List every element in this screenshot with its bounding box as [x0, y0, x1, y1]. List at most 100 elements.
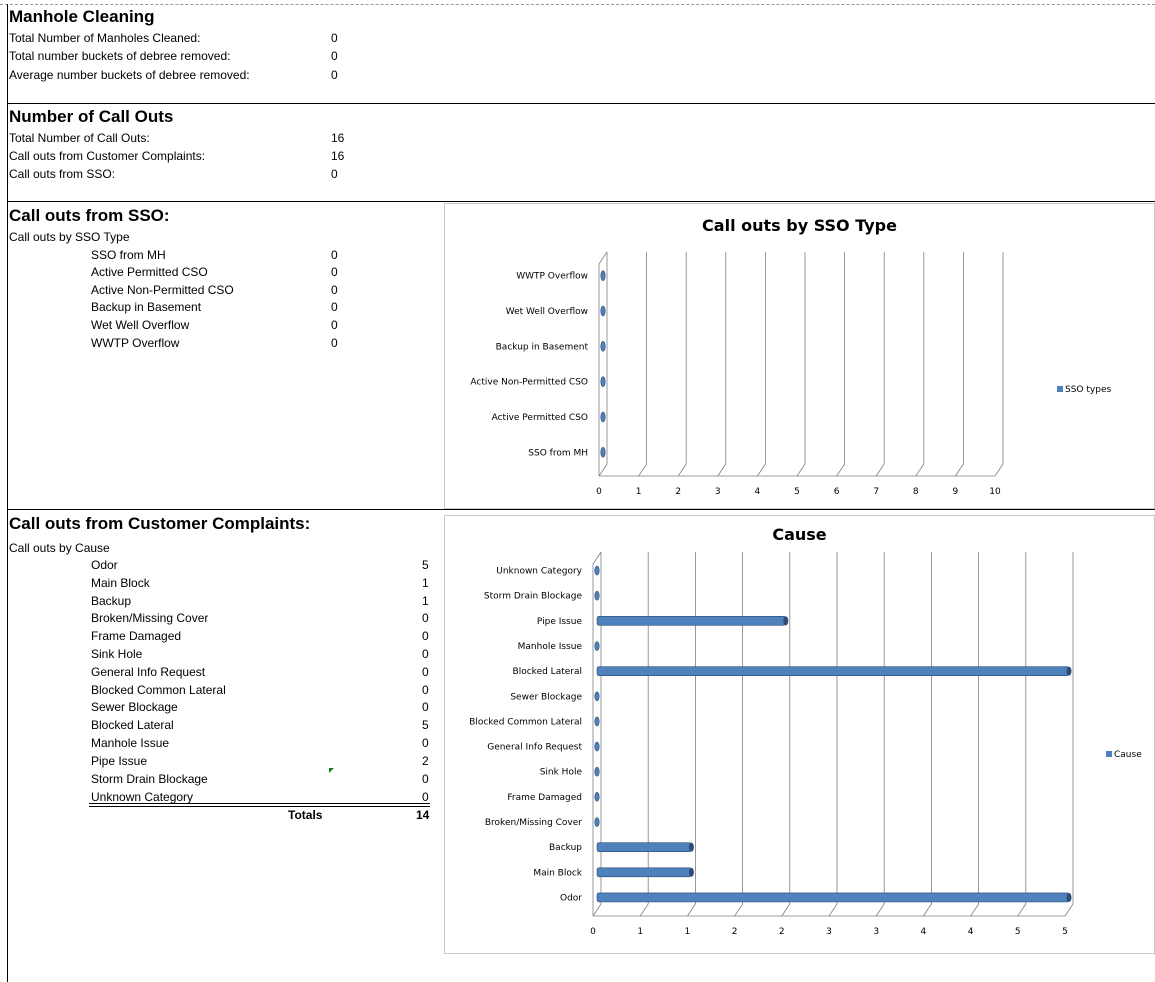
bar-end — [783, 616, 789, 626]
complaint-row-value: 0 — [422, 647, 429, 661]
y-category-label: Odor — [560, 893, 582, 903]
legend-swatch — [1057, 386, 1063, 392]
manhole-row-label: Total Number of Manholes Cleaned: — [9, 31, 201, 45]
callouts-row-label: Total Number of Call Outs: — [9, 131, 150, 145]
callouts-row-label: Call outs from Customer Complaints: — [9, 149, 206, 163]
y-category-label: General Info Request — [487, 743, 582, 753]
y-category-label: Frame Damaged — [507, 793, 582, 803]
sso-row-value: 0 — [331, 283, 338, 297]
complaint-row-label: Odor — [91, 558, 118, 572]
bar — [594, 641, 600, 651]
gridline-floor — [923, 903, 932, 917]
bar — [594, 716, 600, 727]
bar-end — [688, 867, 694, 877]
sso-subtitle: Call outs by SSO Type — [9, 230, 130, 244]
gridline-floor — [677, 463, 687, 477]
y-category-label: Backup — [549, 843, 582, 853]
totals-value: 14 — [416, 808, 430, 822]
manhole-row-label: Total number buckets of debree removed: — [9, 49, 231, 63]
bar — [600, 411, 606, 423]
x-tick-label: 3 — [826, 927, 832, 937]
bar — [594, 741, 600, 752]
gridline-floor — [1017, 903, 1027, 917]
totals-label: Totals — [288, 808, 323, 822]
y-axis-top — [592, 551, 602, 565]
gridline-floor — [1064, 903, 1074, 917]
gridline-floor — [970, 903, 979, 917]
bar-end — [1066, 892, 1072, 902]
sso-row-label: SSO from MH — [91, 248, 166, 262]
bar — [596, 842, 692, 852]
complaint-row-value: 1 — [422, 576, 429, 590]
bar-end — [1066, 666, 1072, 676]
x-tick-label: 2 — [779, 927, 785, 937]
bar — [594, 817, 600, 827]
bar — [594, 590, 600, 601]
x-tick-label: 9 — [953, 487, 959, 497]
callouts-row-value: 16 — [331, 149, 345, 163]
y-category-label: Active Permitted CSO — [492, 413, 588, 423]
bar — [594, 792, 600, 802]
x-tick-label: 4 — [755, 487, 761, 497]
x-tick-label: 1 — [685, 927, 691, 937]
callouts-row-label: Call outs from SSO: — [9, 167, 116, 181]
bar — [600, 305, 606, 317]
complaint-row-value: 0 — [422, 700, 429, 714]
complaint-row-label: Backup — [91, 594, 132, 608]
gridline-floor — [828, 903, 838, 917]
y-category-label: Broken/Missing Cover — [485, 818, 582, 828]
bar — [594, 565, 600, 576]
complaint-row-value: 2 — [422, 754, 429, 768]
complaint-row-label: Unknown Category — [91, 790, 194, 804]
section-divider — [7, 509, 1155, 510]
callouts-row-value: 16 — [331, 131, 345, 145]
x-tick-label: 5 — [1015, 927, 1021, 937]
x-tick-label: 3 — [873, 927, 879, 937]
bar — [596, 616, 787, 626]
bar — [600, 270, 606, 281]
y-category-label: Main Block — [533, 868, 582, 878]
complaint-row-value: 0 — [422, 772, 429, 786]
x-tick-label: 7 — [873, 487, 879, 497]
totals-divider — [89, 803, 430, 807]
manhole-row-value: 0 — [331, 68, 338, 82]
y-category-label: WWTP Overflow — [516, 272, 588, 282]
complaint-row-label: Blocked Lateral — [91, 718, 174, 732]
sso-row-label: Wet Well Overflow — [91, 318, 190, 332]
sso-row-value: 0 — [331, 300, 338, 314]
callouts-title: Number of Call Outs — [9, 107, 174, 126]
cause-chart: Cause 0 1 1 2 2 3 3 4 4 5 5 Odor Main Block Backup Bro… — [444, 515, 1155, 954]
y-category-label: Wet Well Overflow — [506, 307, 588, 317]
x-tick-label: 8 — [913, 487, 919, 497]
complaint-row-value: 0 — [422, 736, 429, 750]
x-tick-label: 10 — [989, 487, 1001, 497]
complaint-row-label: General Info Request — [91, 665, 206, 679]
x-tick-label: 5 — [794, 487, 800, 497]
complaint-row-value: 1 — [422, 594, 429, 608]
y-category-label: Pipe Issue — [537, 617, 583, 627]
complaint-row-value: 0 — [422, 629, 429, 643]
complaint-row-value: 0 — [422, 683, 429, 697]
complaints-subtitle: Call outs by Cause — [9, 541, 110, 555]
complaint-row-label: Blocked Common Lateral — [91, 683, 226, 697]
y-category-label: Sink Hole — [540, 768, 583, 778]
gridline-floor — [875, 463, 885, 477]
cell-comment-marker — [329, 768, 334, 773]
sso-row-value: 0 — [331, 265, 338, 279]
bar — [594, 691, 600, 702]
cause-chart-title: Cause — [772, 525, 827, 544]
x-tick-label: 3 — [715, 487, 721, 497]
complaint-row-value: 0 — [422, 665, 429, 679]
gridline-floor — [598, 463, 608, 477]
complaint-row-label: Storm Drain Blockage — [91, 772, 208, 786]
complaint-row-value: 5 — [422, 718, 429, 732]
x-tick-label: 0 — [596, 487, 602, 497]
gridline-floor — [875, 903, 885, 917]
x-tick-label: 4 — [968, 927, 974, 937]
manhole-row-value: 0 — [331, 49, 338, 63]
gridline-floor — [796, 463, 806, 477]
sso-row-value: 0 — [331, 336, 338, 350]
gridline-floor — [915, 463, 925, 477]
x-tick-label: 0 — [590, 927, 596, 937]
x-tick-label: 4 — [921, 927, 927, 937]
